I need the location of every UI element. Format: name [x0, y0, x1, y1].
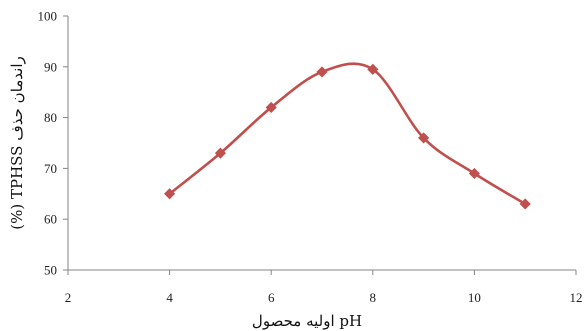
y-tick-label: 50 — [44, 263, 57, 278]
series-line — [168, 62, 527, 206]
y-tick-label: 100 — [38, 9, 58, 24]
x-tick-label: 10 — [468, 290, 481, 305]
data-point-marker — [367, 63, 379, 75]
x-tick-label: 6 — [268, 290, 275, 305]
y-tick-label: 70 — [44, 161, 57, 176]
data-point-marker — [468, 167, 480, 180]
data-point-marker — [418, 132, 430, 144]
y-axis-title: راندمان حذف TPHSS (%) — [8, 56, 26, 230]
x-tick-label: 12 — [570, 290, 583, 305]
x-tick-label: 2 — [65, 290, 72, 305]
series-group — [164, 62, 531, 210]
x-axis-title: pH اولیه محصول — [252, 312, 362, 330]
data-point-marker — [164, 188, 176, 200]
data-point-marker — [316, 66, 328, 78]
x-axis-ticks: 2 4 6 8 10 12 — [65, 270, 583, 305]
y-tick-label: 80 — [44, 110, 57, 125]
data-point-marker — [265, 101, 277, 114]
data-point-marker — [214, 147, 226, 159]
y-tick-label: 90 — [44, 59, 57, 74]
y-axis-ticks: 50 60 70 80 90 100 — [38, 9, 68, 278]
data-point-marker — [519, 198, 531, 210]
x-tick-label: 8 — [370, 290, 377, 305]
chart-axes — [67, 16, 576, 271]
y-tick-label: 60 — [44, 212, 57, 227]
x-tick-label: 4 — [166, 290, 173, 305]
